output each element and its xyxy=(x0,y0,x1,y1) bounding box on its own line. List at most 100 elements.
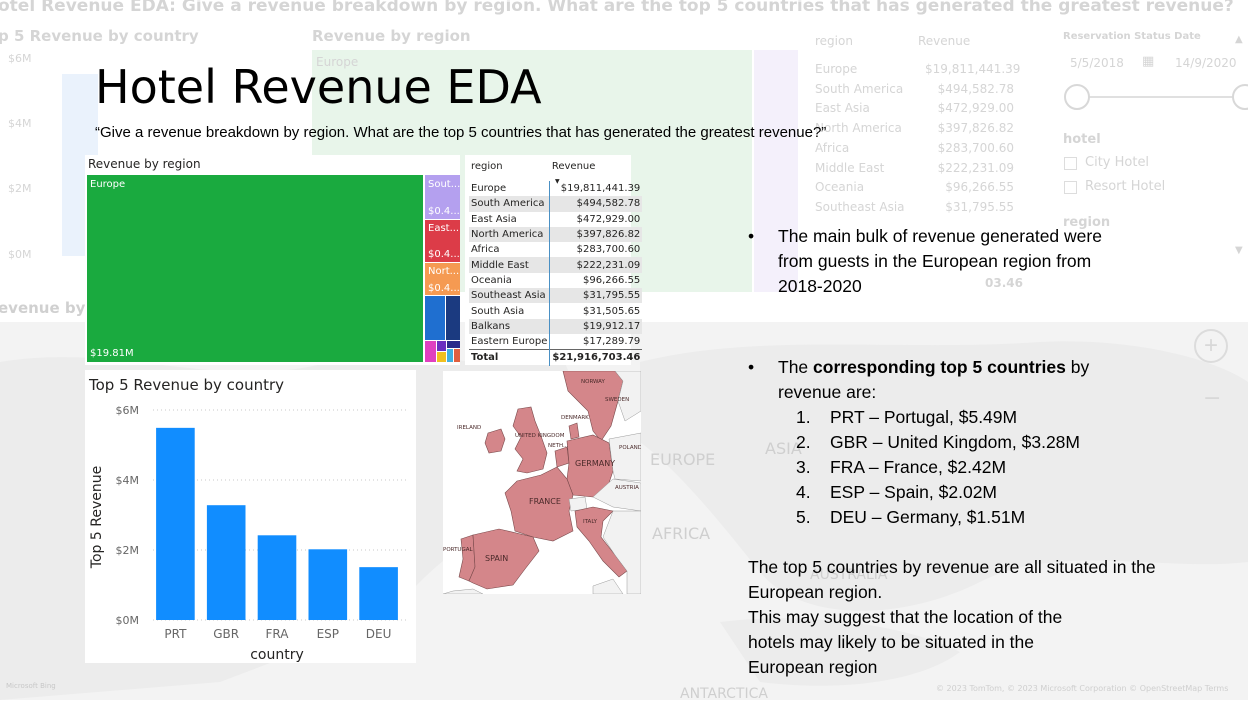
x-axis-label: country xyxy=(250,647,304,663)
bar[interactable] xyxy=(206,505,246,620)
tile-value: $0.4... xyxy=(428,283,460,294)
map-country-label: SWEDEN xyxy=(605,397,629,403)
bg-map-label: ASIA xyxy=(765,439,802,458)
map-country-label: NORWAY xyxy=(581,379,606,385)
table-cell-revenue: $283,700.60 xyxy=(549,242,643,258)
bg-filter-label: Reservation Status Date xyxy=(1063,31,1201,42)
bg-table-cell: $494,582.78 xyxy=(937,81,1014,96)
treemap-tile-small[interactable] xyxy=(437,341,446,351)
bg-hotel-option: Resort Hotel xyxy=(1085,179,1166,194)
treemap-tile-small[interactable] xyxy=(447,349,453,362)
bullet-top5-intro: The corresponding top 5 countries by rev… xyxy=(778,357,1090,402)
treemap-tile-small[interactable] xyxy=(454,349,460,362)
bg-table-cell: $222,231.09 xyxy=(937,160,1014,175)
map-country-uk xyxy=(512,406,548,474)
tile-label: East... xyxy=(428,223,460,234)
bg-treemap-title: Revenue by region xyxy=(312,27,471,45)
bar-chart-title: Top 5 Revenue by country xyxy=(88,376,284,394)
list-item: 1. PRT – Portugal, $5.49M xyxy=(796,405,1080,430)
list-text: FRA – France, $2.42M xyxy=(830,457,1007,477)
y-axis-label: Top 5 Revenue xyxy=(89,466,105,569)
list-text: PRT – Portugal, $5.49M xyxy=(830,407,1018,427)
treemap-tile-small[interactable] xyxy=(425,296,445,340)
table-row[interactable]: North America $397,826.82 xyxy=(469,226,643,243)
bg-bar-title: p 5 Revenue by country xyxy=(0,27,199,45)
bg-table-revenue-header: Revenue xyxy=(918,34,971,48)
bar[interactable] xyxy=(359,567,398,620)
treemap-tile-small[interactable] xyxy=(437,352,446,362)
bg-table-cell: $31,795.55 xyxy=(945,199,1014,214)
bg-bing-logo: Microsoft Bing xyxy=(6,682,56,690)
bg-bottom-left-title: evenue by c xyxy=(0,299,100,317)
map-country-label: GERMANY xyxy=(575,459,615,468)
table-row[interactable]: Oceania $96,266.55 xyxy=(469,272,643,289)
bg-slider-handle xyxy=(1232,84,1248,110)
table-row[interactable]: Eastern Europe $17,289.79 xyxy=(469,333,643,350)
tile-label: Nort... xyxy=(428,266,460,277)
tile-value: $0.4... xyxy=(428,249,460,260)
list-text: DEU – Germany, $1.51M xyxy=(830,507,1026,527)
bar[interactable] xyxy=(156,427,195,620)
table-cell-revenue: $472,929.00 xyxy=(549,211,643,227)
list-item: 5. DEU – Germany, $1.51M xyxy=(796,505,1080,530)
bullet-dot: • xyxy=(748,357,755,377)
treemap-tile-europe[interactable]: Europe $19.81M xyxy=(87,175,423,362)
table-row[interactable]: Balkans $19,912.17 xyxy=(469,318,643,334)
bg-table-cell: Oceania xyxy=(815,180,865,195)
bg-hotel-option: City Hotel xyxy=(1085,155,1150,170)
list-item: 4. ESP – Spain, $2.02M xyxy=(796,480,1080,505)
bg-date-start: 5/5/2018 xyxy=(1070,56,1124,70)
table-cell-region: South America xyxy=(469,196,550,212)
table-row[interactable]: Europe $19,811,441.39 xyxy=(469,181,643,197)
treemap-tile-small[interactable] xyxy=(446,296,460,340)
bg-ytick: $0M xyxy=(8,248,32,261)
table-cell-revenue: $222,231.09 xyxy=(549,257,643,273)
table-cell-revenue: $19,811,441.39 xyxy=(549,181,643,197)
treemap-tile-small[interactable] xyxy=(425,341,436,362)
list-number: 2. xyxy=(796,432,811,452)
list-number: 4. xyxy=(796,482,811,502)
bg-table-cell: $472,929.00 xyxy=(937,101,1014,116)
bg-table-region-header: region xyxy=(815,34,853,48)
table-cell-region: Balkans xyxy=(469,318,550,334)
treemap-tile-small[interactable] xyxy=(447,341,460,348)
bar[interactable] xyxy=(257,535,297,620)
map-country-label: NETH... xyxy=(548,443,568,449)
table-row[interactable]: Africa $283,700.60 xyxy=(469,242,643,258)
bg-table-cell: Southeast Asia xyxy=(815,199,905,214)
treemap-tile-north-america[interactable]: Nort... $0.4... xyxy=(425,263,460,295)
list-item: 2. GBR – United Kingdom, $3.28M xyxy=(796,430,1080,455)
table-row[interactable]: South Asia $31,505.65 xyxy=(469,303,643,319)
bg-hotel-label: hotel xyxy=(1063,132,1101,147)
column-header-region[interactable]: region xyxy=(471,161,503,172)
bg-ytick: $6M xyxy=(8,52,32,65)
map-country-label: PORTUGAL xyxy=(443,547,473,553)
treemap-tile-east-asia[interactable]: East... $0.4... xyxy=(425,220,460,262)
table-row[interactable]: Southeast Asia $31,795.55 xyxy=(469,288,643,304)
bar[interactable] xyxy=(308,549,348,620)
bg-treemap-side xyxy=(754,50,798,292)
scroll-up-icon: ▲ xyxy=(1235,34,1243,45)
bg-table-cell: North America xyxy=(815,121,902,136)
table-cell-revenue: $31,505.65 xyxy=(549,303,643,319)
bg-header: otel Revenue EDA: Give a revenue breakdo… xyxy=(0,0,1234,16)
table-cell-region: East Asia xyxy=(471,213,517,225)
bg-table-cell: $19,811,441.39 xyxy=(925,62,1021,76)
table-cell-region: North America xyxy=(469,226,550,243)
list-number: 5. xyxy=(796,507,811,527)
table-row[interactable]: Middle East $222,231.09 xyxy=(469,257,643,273)
table-row[interactable]: East Asia $472,929.00 xyxy=(469,211,643,227)
bg-checkbox xyxy=(1064,157,1077,170)
treemap-tile-south-america[interactable]: Sout... $0.4... xyxy=(425,175,460,219)
bg-table-cell: Middle East xyxy=(815,160,885,175)
bg-map-label: AFRICA xyxy=(652,524,711,543)
map-country-ireland xyxy=(484,428,506,454)
treemap-title: Revenue by region xyxy=(88,157,201,171)
table-cell-region: South Asia xyxy=(471,305,525,317)
table-row[interactable]: South America $494,582.78 xyxy=(469,196,643,212)
table-cell-region: Oceania xyxy=(471,274,512,286)
zoom-in-button[interactable]: + xyxy=(1194,329,1228,363)
bg-date-end: 14/9/2020 xyxy=(1175,56,1237,70)
bg-region-label: region xyxy=(1063,215,1111,230)
column-header-revenue[interactable]: Revenue ▼ xyxy=(551,161,596,185)
